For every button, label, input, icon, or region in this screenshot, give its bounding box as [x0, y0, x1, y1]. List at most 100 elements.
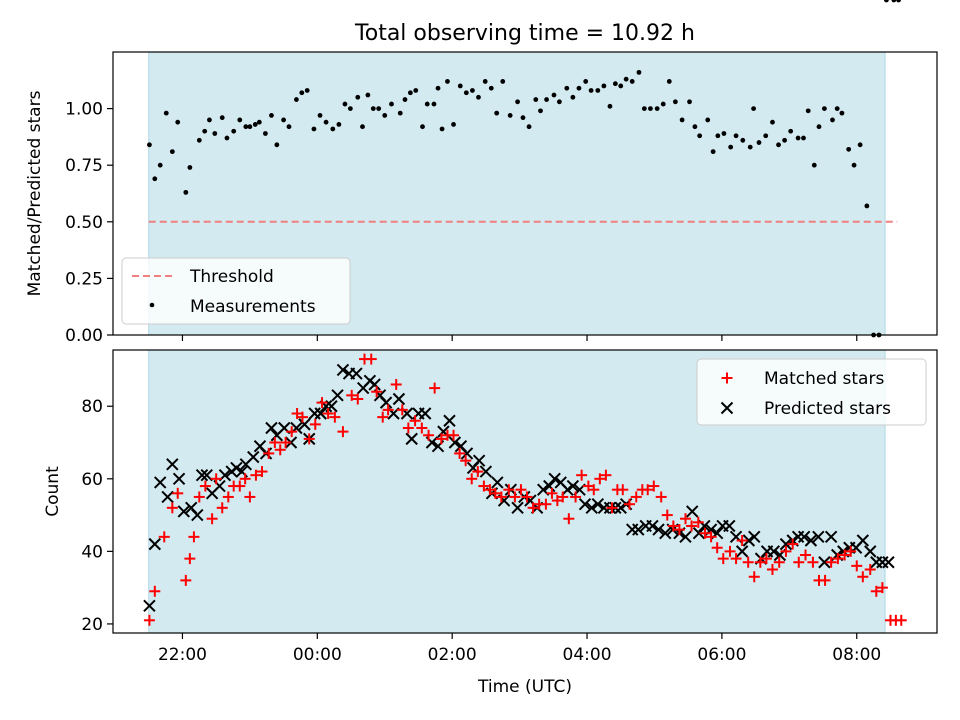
measurement-point: [224, 135, 230, 141]
matched-star-marker: [819, 574, 831, 586]
measurement-point: [219, 115, 225, 121]
x-stroke: [585, 501, 598, 515]
matched-star-marker: [594, 473, 606, 485]
x-axis-label: Time (UTC): [477, 677, 572, 697]
measurement-point: [623, 76, 629, 82]
matched-star-marker: [149, 585, 161, 597]
measurement-point: [821, 106, 827, 111]
x-stroke: [472, 454, 486, 467]
ratio-panel-frame: [112, 51, 938, 336]
matched-star-marker: [402, 422, 414, 434]
predicted-star-marker: [448, 436, 462, 449]
legend-matched-swatch: [721, 372, 733, 384]
x-stroke: [200, 468, 213, 482]
matched-star-marker: [489, 487, 501, 499]
matched-star-marker: [396, 404, 408, 416]
x-stroke: [561, 483, 574, 496]
x-stroke: [686, 505, 699, 518]
matched-star-marker: [448, 429, 460, 441]
x-stroke: [185, 501, 198, 515]
matched-star-marker: [274, 444, 286, 456]
measurement-point: [891, 0, 897, 3]
x-stroke: [448, 436, 462, 449]
predicted-star-marker: [585, 501, 598, 515]
measurement-point: [564, 85, 570, 91]
x-stroke: [812, 530, 825, 544]
matched-star-marker: [742, 556, 754, 568]
ratio-legend: Threshold Measurements: [121, 257, 351, 325]
measurement-point: [376, 106, 382, 111]
matched-star-marker: [760, 553, 772, 565]
measurement-point: [654, 106, 660, 111]
measurement-point: [801, 135, 806, 141]
measurement-point: [846, 146, 852, 152]
matched-star-marker: [673, 524, 685, 536]
x-stroke: [882, 556, 895, 569]
matched-star-marker: [748, 571, 760, 583]
predicted-star-marker: [511, 501, 524, 515]
x-stroke: [646, 519, 659, 533]
measurement-point: [629, 79, 635, 84]
x-stroke: [554, 476, 567, 489]
x-tick-label: 04:00: [563, 645, 612, 665]
measurement-point: [733, 133, 739, 139]
measurement-point: [342, 101, 348, 107]
x-stroke: [400, 407, 414, 420]
legend-plus: [721, 372, 733, 384]
x-stroke: [864, 545, 877, 558]
predicted-star-marker: [723, 519, 736, 533]
predicted-star-marker: [350, 367, 363, 380]
x-stroke: [659, 527, 672, 540]
measurement-point: [435, 85, 441, 91]
ratio-x-axis-ticks: [181, 335, 858, 341]
y-tick-label: 0.75: [65, 156, 103, 176]
predicted-star-marker: [161, 490, 174, 504]
count-y-axis-ticks: 20 40 60 80: [81, 397, 113, 635]
measurement-point: [570, 94, 576, 100]
matched-star-marker: [263, 447, 275, 459]
y-tick-label: 60: [81, 470, 103, 490]
matched-star-marker: [210, 473, 222, 485]
measurement-point: [207, 117, 212, 123]
measurement-point: [365, 92, 371, 98]
predicted-star-marker: [166, 458, 179, 471]
measurement-point: [183, 189, 189, 195]
x-stroke: [536, 483, 550, 496]
x-stroke: [797, 530, 811, 544]
measurement-point: [243, 124, 249, 130]
count-panel-frame: [112, 349, 938, 634]
predicted-star-marker: [491, 476, 504, 489]
x-tick-label: 08:00: [832, 645, 881, 665]
matched-star-marker: [495, 491, 507, 503]
count-legend-box: [696, 358, 927, 426]
predicted-star-marker: [659, 527, 672, 540]
predicted-star-marker: [336, 363, 350, 377]
predicted-star-marker: [472, 454, 486, 467]
matched-star-marker: [648, 480, 660, 492]
predicted-star-marker: [172, 472, 186, 486]
matched-star-marker: [679, 513, 691, 525]
legend-predicted-swatch: [720, 401, 734, 415]
ratio-y-axis-label: Matched/Predicted stars: [25, 90, 45, 296]
matched-star-marker: [180, 574, 192, 586]
measurement-point: [788, 128, 794, 134]
x-stroke: [298, 418, 311, 431]
predicted-star-marker: [460, 447, 474, 460]
measurement-point: [262, 131, 268, 136]
matched-star-marker: [839, 549, 851, 561]
count-y-axis-label: Count: [43, 466, 63, 517]
measurement-point: [896, 0, 901, 3]
x-tick-label: 22:00: [158, 645, 207, 665]
x-stroke: [856, 534, 870, 547]
measurement-point: [256, 119, 262, 125]
measurement-point: [187, 165, 193, 170]
measurement-point: [756, 140, 762, 145]
measurement-point: [152, 176, 158, 182]
x-stroke: [319, 400, 333, 413]
measurement-point: [281, 117, 286, 123]
x-stroke: [723, 519, 736, 533]
matched-star-marker: [172, 487, 184, 499]
matched-star-marker: [244, 491, 256, 503]
measurement-points: [147, 0, 901, 338]
measurement-point: [864, 203, 870, 209]
